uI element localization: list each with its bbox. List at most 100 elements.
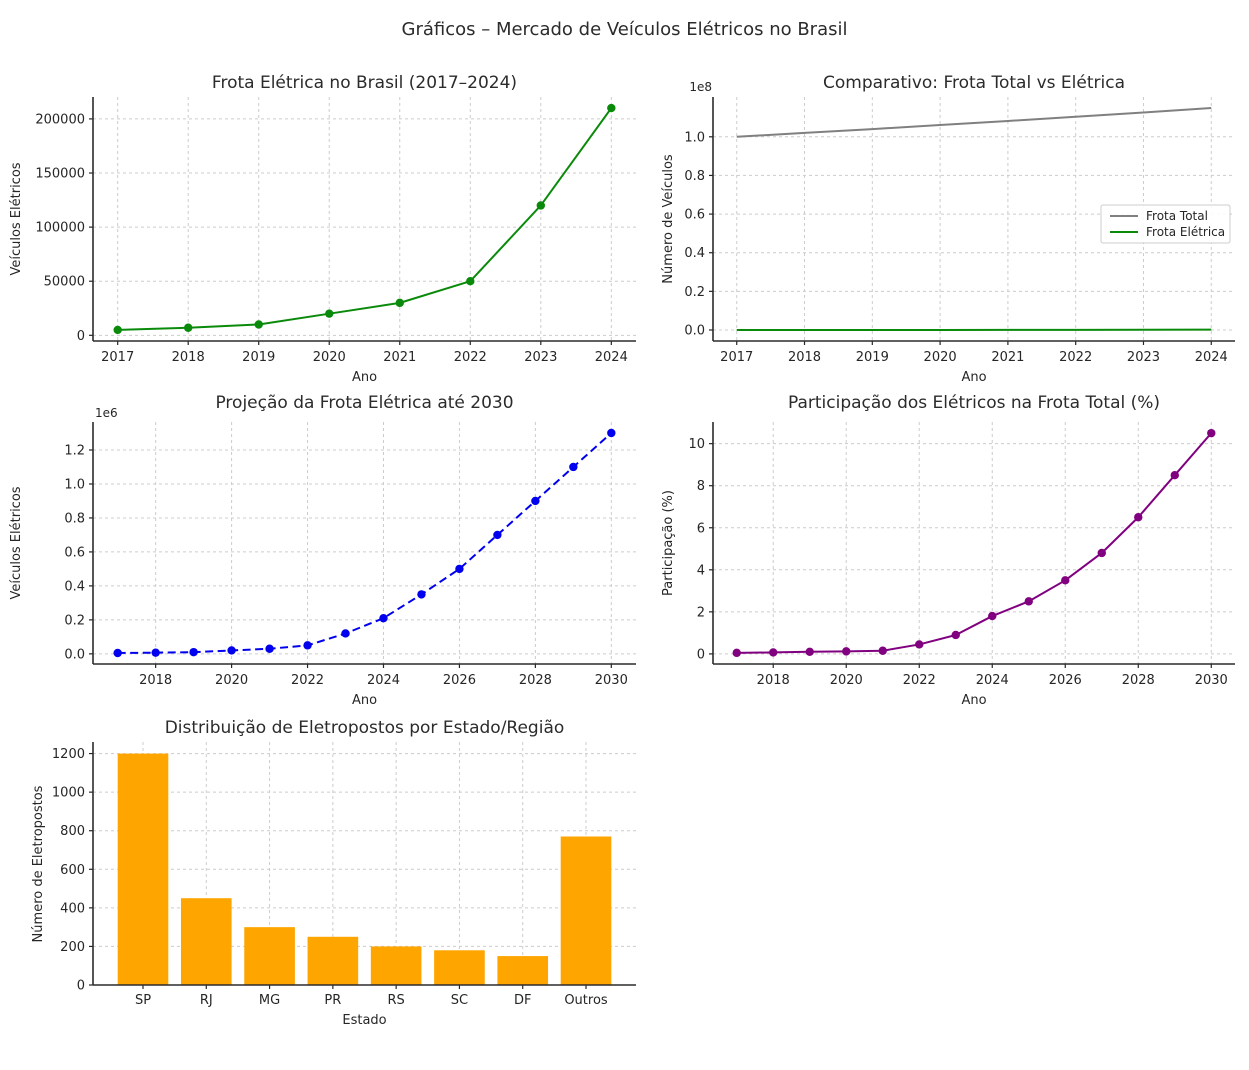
marker-frota-eletrica xyxy=(607,103,616,113)
bar-mg xyxy=(244,927,295,985)
y-tick-label: 150000 xyxy=(35,167,85,182)
x-tick-label: 2020 xyxy=(924,350,957,365)
marker-frota-eletrica xyxy=(466,277,475,286)
x-tick-label: RJ xyxy=(200,993,213,1008)
marker-projecao xyxy=(417,590,426,599)
marker-projecao xyxy=(113,648,122,658)
y-tick-label: 800 xyxy=(60,824,85,839)
marker-projecao xyxy=(569,462,578,472)
y-tick-label: 6 xyxy=(697,521,705,536)
bar-pr xyxy=(307,936,359,985)
y-tick-label: 4 xyxy=(697,563,705,578)
y-tick-label: 0.0 xyxy=(64,647,85,662)
x-tick-label: 2026 xyxy=(1049,673,1082,688)
y-tick-label: 10 xyxy=(688,437,705,452)
x-tick-label: MG xyxy=(259,993,280,1008)
x-tick-label: 2017 xyxy=(720,350,753,365)
y-tick-label: 50000 xyxy=(44,275,85,290)
marker-frota-eletrica xyxy=(113,325,122,335)
marker-projecao xyxy=(227,646,236,655)
marker-projecao xyxy=(189,647,198,657)
marker-projecao xyxy=(379,613,388,623)
y-tick-label: 0 xyxy=(77,329,85,344)
marker-projecao xyxy=(265,644,274,653)
x-tick-label: 2017 xyxy=(101,350,134,365)
x-tick-label: 2021 xyxy=(383,350,416,365)
chart-comparativo: 2017 2018 2019 2020 2021 2022 2023 2024 0.0 0.2 0.… xyxy=(660,50,1249,395)
marker-participacao xyxy=(1024,597,1033,606)
chart-eletropostos: SP RJ MG PR RS SC DF Outros 0 200 400 600 800 1000 120… xyxy=(0,710,660,1035)
x-axis-label: Estado xyxy=(342,1013,386,1028)
marker-projecao xyxy=(607,428,616,438)
marker-frota-eletrica xyxy=(325,309,334,318)
chart-title: Projeção da Frota Elétrica até 2030 xyxy=(215,393,513,413)
series-line-participacao xyxy=(736,432,1213,654)
y-tick-label: 400 xyxy=(60,901,85,916)
bar-sp xyxy=(117,753,169,985)
marker-participacao xyxy=(805,647,814,657)
y-tick-label: 1.0 xyxy=(684,130,705,145)
y-tick-label: 100000 xyxy=(35,221,85,236)
bar-outros xyxy=(560,836,612,985)
y-tick-label: 2 xyxy=(697,605,705,620)
x-tick-label: 2018 xyxy=(139,673,172,688)
x-tick-label: 2028 xyxy=(519,673,552,688)
y-tick-label: 200000 xyxy=(35,112,85,127)
marker-frota-eletrica xyxy=(395,298,404,308)
bar-df xyxy=(497,956,549,985)
y-tick-label: 200 xyxy=(60,940,85,955)
y-tick-label: 600 xyxy=(60,863,85,878)
x-tick-label: 2021 xyxy=(991,350,1024,365)
x-tick-label: 2030 xyxy=(1195,673,1228,688)
y-tick-label: 0.8 xyxy=(684,169,705,184)
x-tick-label: SP xyxy=(135,993,151,1008)
marker-projecao xyxy=(341,629,350,638)
marker-projecao xyxy=(531,496,540,506)
marker-projecao xyxy=(303,641,312,650)
y-tick-label: 0.0 xyxy=(684,323,705,338)
y-tick-label: 1.0 xyxy=(64,477,85,492)
x-tick-label: 2019 xyxy=(242,350,275,365)
marker-participacao xyxy=(1170,470,1179,480)
series-line-frota-eletrica xyxy=(117,107,613,331)
chart-title: Distribuição de Eletropostos por Estado/… xyxy=(165,718,565,738)
marker-participacao xyxy=(1134,513,1143,522)
x-tick-label: 2022 xyxy=(903,673,936,688)
legend-label: Frota Total xyxy=(1146,209,1208,223)
legend-box xyxy=(1100,204,1231,244)
marker-participacao xyxy=(769,648,778,657)
marker-participacao xyxy=(1061,576,1070,585)
y-tick-label: 0.2 xyxy=(684,285,705,300)
x-tick-label: RS xyxy=(387,993,404,1008)
bar-sc xyxy=(434,950,485,985)
y-axis-label: Participação (%) xyxy=(661,490,676,596)
x-tick-label: 2024 xyxy=(367,673,400,688)
x-axis-label: Ano xyxy=(352,370,377,385)
marker-participacao xyxy=(951,630,960,640)
x-tick-label: 2022 xyxy=(1059,350,1092,365)
x-tick-label: 2018 xyxy=(757,673,790,688)
x-tick-label: 2018 xyxy=(788,350,821,365)
x-axis-label: Ano xyxy=(961,370,986,385)
x-tick-label: PR xyxy=(324,993,341,1008)
x-tick-label: DF xyxy=(514,993,532,1008)
marker-participacao xyxy=(878,646,887,655)
x-tick-label: 2020 xyxy=(313,350,346,365)
y-tick-label: 1.2 xyxy=(64,443,85,458)
y-axis-label: Número de Eletropostos xyxy=(31,785,46,942)
y-tick-label: 0.4 xyxy=(684,246,705,261)
marker-projecao xyxy=(455,564,464,574)
marker-frota-eletrica xyxy=(254,320,263,329)
marker-participacao xyxy=(915,640,924,649)
axis-offset-label: 1e8 xyxy=(689,80,712,94)
y-tick-label: 0.6 xyxy=(684,208,705,223)
chart-projecao-2030-svg: 2018 2020 2022 2024 2026 2028 2030 0.0 0.2 0.4 0.6… xyxy=(9,393,636,708)
y-axis-label: Veículos Elétricos xyxy=(9,162,24,275)
marker-participacao xyxy=(1207,428,1216,438)
x-tick-label: 2028 xyxy=(1122,673,1155,688)
y-tick-label: 0.8 xyxy=(64,511,85,526)
x-tick-label: 2026 xyxy=(443,673,476,688)
axis-offset-label: 1e6 xyxy=(95,406,118,420)
marker-participacao xyxy=(1097,548,1106,558)
